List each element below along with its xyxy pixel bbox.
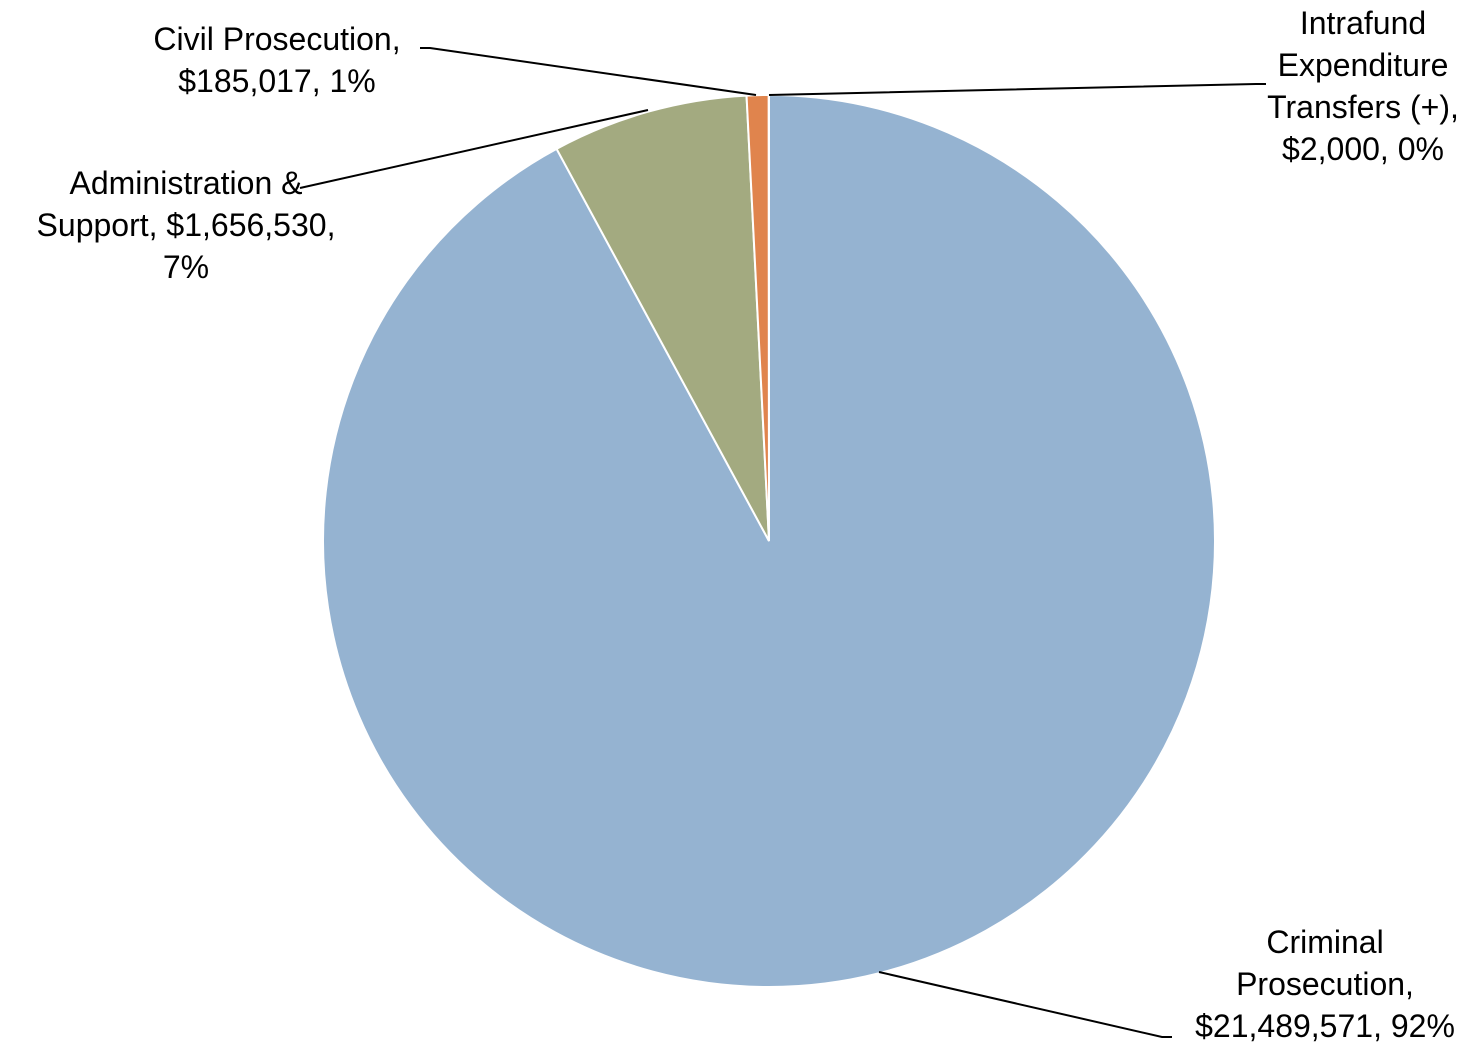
data-label-line: $185,017, 1%	[178, 63, 376, 99]
leader-lines	[299, 47, 1266, 1038]
data-label-line: $21,489,571, 92%	[1195, 1008, 1455, 1044]
data-label-line: Prosecution,	[1236, 966, 1414, 1002]
data-label-line: Expenditure	[1278, 47, 1449, 83]
data-label-line: Intrafund	[1300, 5, 1426, 41]
data-label-civil-prosecution: Civil Prosecution, $185,017, 1%	[153, 21, 400, 99]
pie-slice-administration-support	[555, 94, 770, 542]
pie-slices	[322, 93, 1216, 988]
data-label-line: Support, $1,656,530,	[37, 207, 336, 243]
data-label-line: $2,000, 0%	[1282, 131, 1444, 167]
data-label-criminal-prosecution: Criminal Prosecution, $21,489,571, 92%	[1195, 924, 1455, 1044]
data-label-administration-support: Administration & Support, $1,656,530, 7%	[37, 165, 336, 285]
data-label-line: Transfers (+),	[1267, 89, 1459, 125]
data-label-line: Administration &	[70, 165, 303, 201]
data-labels: Criminal Prosecution, $21,489,571, 92% Admi…	[37, 5, 1459, 1044]
data-label-line: Civil Prosecution,	[153, 21, 400, 57]
leader-line-intrafund-expenditure-transfers	[768, 83, 1266, 96]
leader-line-criminal-prosecution	[878, 971, 1172, 1038]
leader-line-civil-prosecution	[420, 47, 757, 96]
leader-line-administration-support	[299, 109, 649, 189]
data-label-line: Criminal	[1266, 924, 1383, 960]
data-label-line: 7%	[163, 249, 209, 285]
data-label-intrafund-expenditure-transfers: Intrafund Expenditure Transfers (+), $2,000…	[1267, 5, 1459, 167]
